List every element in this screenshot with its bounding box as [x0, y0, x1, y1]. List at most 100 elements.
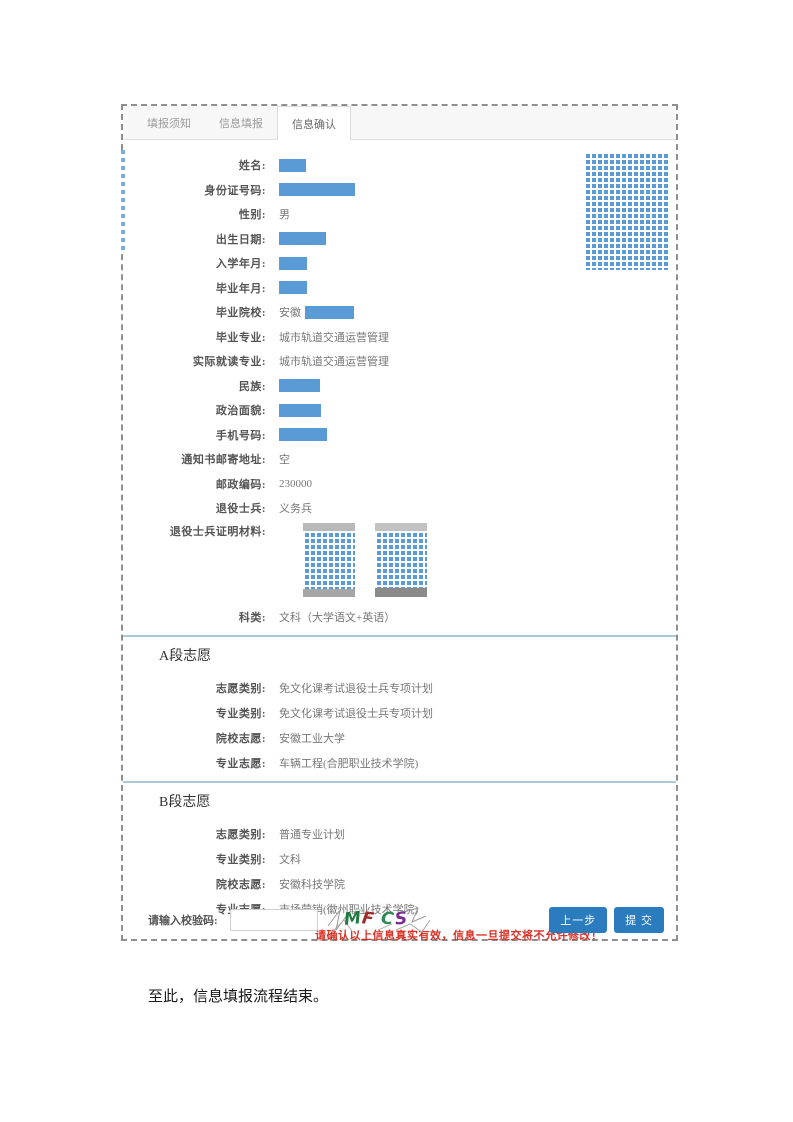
redaction-bar: [279, 379, 320, 393]
field-value: 免文化课考试退役士兵专项计划: [266, 680, 433, 696]
submit-button[interactable]: 提 交: [614, 907, 664, 933]
redaction-bar: [279, 403, 321, 417]
field-value-text: 普通专业计划: [279, 828, 345, 841]
form-row: 退役士兵: 义务兵: [123, 496, 676, 521]
field-value: [266, 256, 307, 270]
form-row: 退役士兵证明材料:: [123, 521, 676, 605]
field-label: 专业志愿:: [215, 757, 266, 770]
field-value: 文科: [266, 851, 301, 867]
field-label: 性别:: [238, 209, 266, 222]
redaction-bar: [279, 281, 307, 295]
form-row: 院校志愿: 安徽科技学院: [123, 871, 676, 896]
field-label: 毕业院校:: [215, 307, 266, 320]
section-divider: [123, 635, 676, 637]
form-row: 实际就读专业: 城市轨道交通运营管理: [123, 349, 676, 374]
field-value: 义务兵: [266, 500, 312, 516]
tab-item[interactable]: 填报须知: [147, 117, 191, 130]
field-label: 入学年月:: [215, 258, 266, 271]
tab-bar: 填报须知 信息填报 信息确认: [123, 106, 676, 140]
field-value: 城市轨道交通运营管理: [266, 329, 389, 345]
form-row: 民族:: [123, 374, 676, 399]
field-label: 毕业年月:: [215, 282, 266, 295]
field-value: 普通专业计划: [266, 826, 345, 842]
field-label: 姓名:: [238, 160, 266, 173]
form-content: 姓名: 身份证号码: 性别: 男 出生日期: 入学年月: 毕业年月: 毕业院校:…: [121, 140, 676, 942]
section-rows: 志愿类别: 免文化课考试退役士兵专项计划 专业类别: 免文化课考试退役士兵专项计…: [123, 675, 676, 775]
form-row: 专业类别: 免文化课考试退役士兵专项计划: [123, 700, 676, 725]
field-label: 志愿类别:: [215, 828, 266, 841]
form-row: 毕业专业: 城市轨道交通运营管理: [123, 325, 676, 350]
captcha-image[interactable]: MF CS: [326, 906, 436, 934]
previous-step-button[interactable]: 上一步: [549, 907, 608, 933]
field-value: [266, 232, 326, 246]
field-label: 志愿类别:: [215, 682, 266, 695]
field-value: 安徽科技学院: [266, 876, 345, 892]
field-label: 院校志愿:: [215, 732, 266, 745]
personal-info-section: 姓名: 身份证号码: 性别: 男 出生日期: 入学年月: 毕业年月: 毕业院校:…: [123, 140, 676, 629]
field-value-text: 免文化课考试退役士兵专项计划: [279, 682, 433, 695]
field-value-text: 男: [279, 209, 290, 222]
section-divider: [123, 781, 676, 783]
form-row: 专业志愿: 车辆工程(合肥职业技术学院): [123, 750, 676, 775]
footer-bar: 请输入校验码: MF CS 上一步 提 交: [123, 905, 676, 935]
field-value-text: 文科: [279, 853, 301, 866]
field-value-text: 城市轨道交通运营管理: [279, 331, 389, 344]
field-value-text: 城市轨道交通运营管理: [279, 356, 389, 369]
captcha-label: 请输入校验码:: [148, 915, 218, 927]
form-row: 出生日期:: [123, 227, 676, 252]
footer-buttons: 上一步 提 交: [549, 907, 664, 933]
form-row: 政治面貌:: [123, 398, 676, 423]
field-label: 手机号码:: [215, 429, 266, 442]
field-value: 安徽: [266, 304, 354, 320]
field-value-text: 免文化课考试退役士兵专项计划: [279, 707, 433, 720]
tab-item[interactable]: 信息确认: [277, 106, 351, 140]
captcha-scribbles: [327, 907, 431, 933]
form-row: 性别: 男: [123, 202, 676, 227]
document-thumbnail[interactable]: [375, 522, 427, 597]
screenshot-frame: 填报须知 信息填报 信息确认 姓名: 身份证号码: 性别: 男 出生日期: 入学年月…: [121, 104, 678, 942]
tab-item[interactable]: 信息填报: [219, 117, 263, 130]
form-row: 院校志愿: 安徽工业大学: [123, 725, 676, 750]
field-value: [266, 281, 307, 295]
captcha-letter: M: [342, 908, 363, 930]
form-row: 通知书邮寄地址: 空: [123, 447, 676, 472]
redacted-photo: [584, 152, 668, 270]
field-value: 文科（大学语文+英语）: [266, 609, 395, 625]
field-value: 空: [266, 451, 290, 467]
field-value-text: 文科（大学语文+英语）: [279, 611, 396, 624]
field-value: [266, 522, 427, 597]
field-value-text: 安徽科技学院: [279, 878, 345, 891]
field-value: 城市轨道交通运营管理: [266, 353, 389, 369]
field-label: 通知书邮寄地址:: [181, 454, 266, 467]
field-label: 退役士兵:: [215, 503, 266, 516]
warning-text: 请确认以上信息真实有效，信息一旦提交将不允许修改！: [315, 930, 603, 942]
form-row: 志愿类别: 免文化课考试退役士兵专项计划: [123, 675, 676, 700]
form-row: 邮政编码: 230000: [123, 472, 676, 497]
field-value-text: 安徽工业大学: [279, 732, 345, 745]
form-row: 专业类别: 文科: [123, 846, 676, 871]
field-value: [266, 379, 320, 393]
volunteer-section: B段志愿 志愿类别: 普通专业计划 专业类别: 文科 院校志愿: 安徽科技学院 …: [123, 781, 676, 921]
field-value: 安徽工业大学: [266, 730, 345, 746]
form-row: 手机号码:: [123, 423, 676, 448]
field-label: 实际就读专业:: [192, 356, 266, 369]
form-row: 姓名:: [123, 153, 676, 178]
section-title: B段志愿: [159, 795, 211, 810]
document-thumbnail[interactable]: [303, 522, 355, 597]
field-label: 邮政编码:: [215, 478, 266, 491]
field-value-text: 车辆工程(合肥职业技术学院): [279, 757, 419, 770]
field-value-text: 义务兵: [279, 503, 312, 516]
field-label: 科类:: [238, 611, 266, 624]
captcha-input[interactable]: [229, 909, 318, 931]
field-label: 政治面貌:: [215, 405, 266, 418]
field-label: 民族:: [238, 380, 266, 393]
form-row: 志愿类别: 普通专业计划: [123, 821, 676, 846]
redaction-bar: [279, 183, 355, 197]
field-label: 毕业专业:: [215, 331, 266, 344]
field-label: 出生日期:: [215, 233, 266, 246]
form-row: 毕业院校: 安徽: [123, 300, 676, 325]
section-title: A段志愿: [159, 649, 212, 664]
redaction-bar: [279, 232, 326, 246]
captcha-letter: S: [393, 908, 409, 930]
field-label: 专业类别:: [215, 853, 266, 866]
